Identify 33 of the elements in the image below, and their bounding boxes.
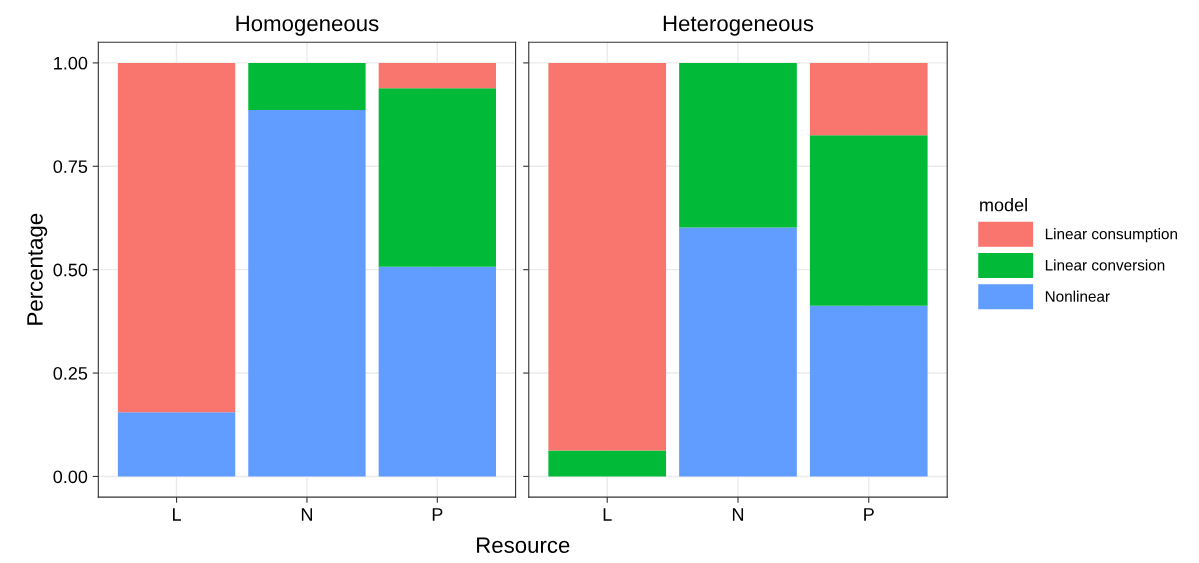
chart-title: Homogeneous — [236, 15, 379, 36]
bar — [809, 135, 928, 306]
y-tick-label: 0.50 — [53, 263, 88, 277]
bar — [117, 62, 236, 413]
bar — [248, 62, 366, 111]
x-tick-label: P — [864, 508, 874, 521]
x-tick-label: N — [732, 508, 744, 521]
legend-label: Linear conversion — [1045, 259, 1165, 271]
bar — [679, 62, 797, 228]
x-axis-title: Resource — [477, 537, 570, 553]
bar — [809, 305, 928, 477]
bar — [378, 266, 497, 477]
bar — [117, 412, 236, 477]
bar — [679, 227, 797, 477]
legend-label: Linear consumption — [1045, 228, 1177, 243]
x-tick-label: L — [173, 508, 181, 521]
y-tick-label: 0.00 — [53, 470, 88, 484]
x-tick-label: L — [603, 508, 612, 521]
bar — [378, 88, 497, 267]
bar — [548, 450, 667, 477]
y-axis-title: Percentage — [27, 213, 48, 325]
x-tick-label: P — [432, 508, 443, 521]
legend-title: model — [980, 198, 1027, 212]
bar — [378, 62, 497, 89]
chart-title: Heterogeneous — [663, 15, 814, 36]
y-tick-label: 0.25 — [53, 367, 88, 380]
bar — [548, 62, 667, 451]
y-tick-label: 0.75 — [53, 160, 88, 174]
bar — [248, 110, 366, 477]
bar — [809, 62, 928, 136]
legend-label: Nonlinear — [1045, 290, 1110, 302]
x-tick-label: N — [301, 508, 312, 521]
y-tick-label: 1.00 — [54, 56, 88, 70]
